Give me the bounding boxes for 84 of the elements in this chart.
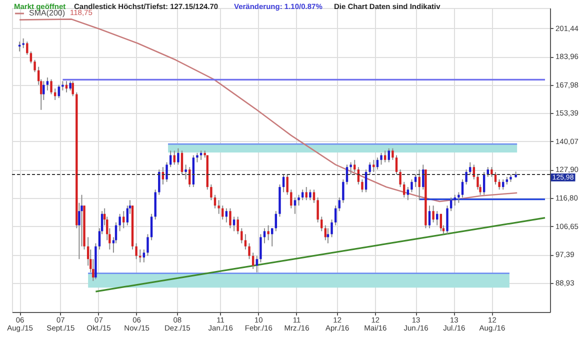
candlestick [392,148,394,160]
candlestick [122,210,125,229]
candlestick [446,205,448,235]
candlestick [354,159,356,172]
candlestick [58,84,60,99]
candlestick [271,228,274,247]
candlestick [62,80,64,91]
candlestick [410,178,413,193]
candlestick [177,148,180,166]
candlestick [180,150,184,175]
candlestick [240,228,243,244]
candlestick [184,164,187,180]
candlestick [142,249,146,263]
candlestick [210,184,212,201]
candlestick [248,242,250,260]
candlestick [399,169,402,188]
candlestick [46,76,49,91]
candlestick [368,162,371,175]
candlestick [403,181,406,198]
candlestick [150,213,153,241]
candlestick [146,234,149,256]
candlestick [236,216,239,235]
candlestick [50,78,52,95]
candlestick [380,152,382,166]
candlestick [312,189,316,204]
candlestick [22,38,24,49]
candlestick [418,169,420,201]
candlestick [294,196,296,214]
candlestick [282,174,285,193]
candlestick [432,205,434,223]
line-series [18,18,518,202]
candlestick [342,178,344,204]
candlestick [34,59,36,73]
candlestick [267,224,270,241]
candlestick [72,80,74,97]
candlestick [256,255,258,273]
candlestick [395,154,398,175]
candlestick [330,219,333,238]
candlestick [498,178,500,190]
candlestick [428,205,431,229]
candlestick [214,194,216,209]
legend-label: SMA(200) [29,8,66,18]
candlestick [406,186,410,201]
candlestick [384,150,386,163]
candlestick [372,159,375,172]
candlestick [260,234,262,263]
candlestick [334,205,337,226]
candlestick [338,196,340,212]
candlestick [173,150,176,166]
candlestick [232,216,236,232]
candlestick [461,178,464,198]
candlestick [388,148,390,163]
candlestick [305,186,308,201]
candlestick [458,192,460,204]
candlestick [490,166,493,178]
candlestick [309,189,312,201]
candlestick [118,213,121,232]
candlestick [26,41,28,56]
candlestick [169,150,172,168]
candlestick [218,200,220,214]
candlestick [350,162,352,175]
candlestick [263,228,266,244]
candlestick [301,189,304,201]
candlestick [225,208,228,223]
candlestick [364,169,368,193]
candlestick [135,242,138,260]
candlestick [286,174,288,196]
candlestick [361,178,364,193]
candlestick [298,194,300,206]
candlestick [469,162,472,175]
candlestick [465,169,468,185]
candlestick [166,162,168,182]
candlestick [326,228,330,244]
candlestick [196,152,198,163]
candlestick [422,164,424,190]
candlestick [414,174,417,188]
candlestick [158,169,160,196]
candlestick [316,196,319,223]
candlestick [324,224,327,241]
candlestick [290,189,292,209]
candlestick [450,196,452,212]
candlestick [244,234,247,250]
candlestick [30,50,32,64]
candlestick [229,208,232,229]
